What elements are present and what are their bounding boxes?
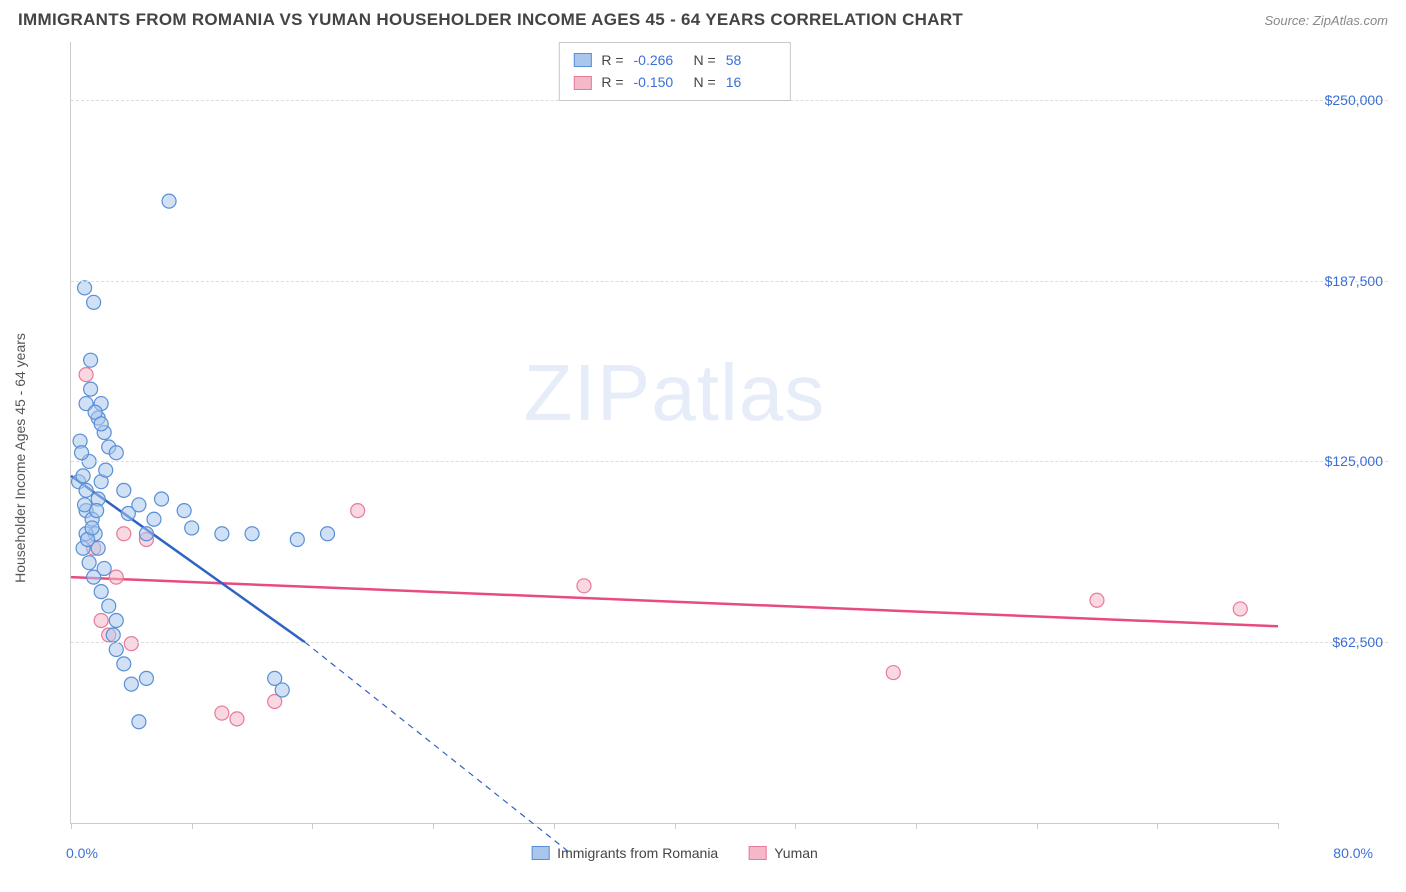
data-point: [102, 599, 116, 613]
data-point: [78, 281, 92, 295]
y-tick-label: $250,000: [1283, 92, 1383, 108]
data-point: [109, 570, 123, 584]
data-point: [85, 521, 99, 535]
chart-container: Householder Income Ages 45 - 64 years ZI…: [50, 42, 1388, 874]
data-point: [84, 382, 98, 396]
data-point: [109, 446, 123, 460]
legend-n-value-yuman: 16: [726, 71, 776, 93]
x-tick: [192, 823, 193, 829]
x-axis-max-label: 80.0%: [1333, 845, 1373, 861]
x-tick: [1037, 823, 1038, 829]
legend-label-yuman: Yuman: [774, 845, 818, 861]
x-tick: [795, 823, 796, 829]
data-point: [320, 527, 334, 541]
y-tick-label: $187,500: [1283, 273, 1383, 289]
data-point: [94, 614, 108, 628]
data-point: [99, 463, 113, 477]
correlation-legend: R = -0.266 N = 58 R = -0.150 N = 16: [558, 42, 790, 101]
x-tick: [1157, 823, 1158, 829]
legend-n-label: N =: [694, 49, 716, 71]
data-point: [155, 492, 169, 506]
data-point: [82, 556, 96, 570]
x-axis-min-label: 0.0%: [66, 845, 98, 861]
data-point: [245, 527, 259, 541]
data-point: [106, 628, 120, 642]
data-point: [577, 579, 591, 593]
series-legend: Immigrants from Romania Yuman: [531, 845, 818, 861]
data-point: [1090, 593, 1104, 607]
x-tick: [916, 823, 917, 829]
legend-row-yuman: R = -0.150 N = 16: [573, 71, 775, 93]
regression-extrapolation: [305, 642, 569, 852]
x-tick: [71, 823, 72, 829]
data-point: [94, 417, 108, 431]
data-point: [109, 614, 123, 628]
grid-line: [71, 281, 1388, 282]
y-tick-label: $125,000: [1283, 453, 1383, 469]
x-tick: [675, 823, 676, 829]
legend-swatch-romania: [573, 53, 591, 67]
data-point: [215, 527, 229, 541]
data-point: [886, 666, 900, 680]
plot-area: ZIPatlas R = -0.266 N = 58 R = -0.150 N …: [70, 42, 1278, 824]
data-point: [90, 504, 104, 518]
data-point: [185, 521, 199, 535]
data-point: [79, 368, 93, 382]
chart-header: IMMIGRANTS FROM ROMANIA VS YUMAN HOUSEHO…: [0, 0, 1406, 36]
data-point: [177, 504, 191, 518]
data-point: [79, 483, 93, 497]
x-tick: [1278, 823, 1279, 829]
data-point: [124, 637, 138, 651]
data-point: [75, 446, 89, 460]
x-tick: [312, 823, 313, 829]
data-point: [290, 533, 304, 547]
data-point: [275, 683, 289, 697]
data-point: [87, 295, 101, 309]
data-point: [132, 715, 146, 729]
data-point: [124, 677, 138, 691]
data-point: [132, 498, 146, 512]
data-point: [94, 585, 108, 599]
data-point: [1233, 602, 1247, 616]
data-point: [351, 504, 365, 518]
y-axis-label: Householder Income Ages 45 - 64 years: [12, 333, 28, 583]
data-point: [76, 469, 90, 483]
source-attribution: Source: ZipAtlas.com: [1264, 13, 1388, 28]
legend-row-romania: R = -0.266 N = 58: [573, 49, 775, 71]
data-point: [215, 706, 229, 720]
data-point: [117, 483, 131, 497]
legend-n-value-romania: 58: [726, 49, 776, 71]
data-point: [139, 527, 153, 541]
legend-item-yuman: Yuman: [748, 845, 818, 861]
plot-svg: [71, 42, 1278, 823]
data-point: [139, 671, 153, 685]
grid-line: [71, 461, 1388, 462]
chart-title: IMMIGRANTS FROM ROMANIA VS YUMAN HOUSEHO…: [18, 10, 963, 30]
legend-swatch-yuman: [573, 76, 591, 90]
data-point: [162, 194, 176, 208]
legend-swatch-icon: [531, 846, 549, 860]
data-point: [109, 642, 123, 656]
legend-label-romania: Immigrants from Romania: [557, 845, 718, 861]
grid-line: [71, 642, 1388, 643]
legend-r-value-yuman: -0.150: [634, 71, 684, 93]
x-tick: [433, 823, 434, 829]
legend-r-value-romania: -0.266: [634, 49, 684, 71]
legend-item-romania: Immigrants from Romania: [531, 845, 718, 861]
legend-n-label: N =: [694, 71, 716, 93]
y-tick-label: $62,500: [1283, 634, 1383, 650]
data-point: [97, 561, 111, 575]
data-point: [230, 712, 244, 726]
data-point: [117, 657, 131, 671]
x-tick: [554, 823, 555, 829]
data-point: [147, 512, 161, 526]
legend-swatch-icon: [748, 846, 766, 860]
data-point: [84, 353, 98, 367]
legend-r-label: R =: [601, 49, 623, 71]
legend-r-label: R =: [601, 71, 623, 93]
data-point: [117, 527, 131, 541]
